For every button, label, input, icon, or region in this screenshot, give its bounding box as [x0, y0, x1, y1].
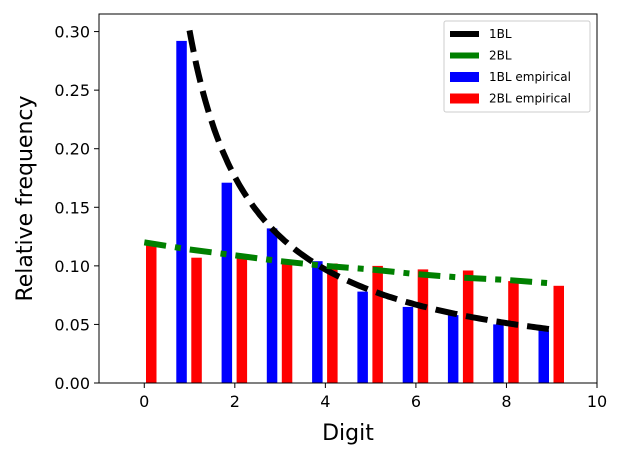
- legend-swatch-3: [450, 93, 479, 104]
- y-tick-label-3: 0.15: [54, 198, 90, 217]
- bar-1bl-empirical-6: [402, 306, 414, 383]
- x-tick-label-6: 6: [411, 392, 421, 411]
- legend-label-3: 2BL empirical: [489, 92, 571, 106]
- bar-1bl-empirical-2: [221, 182, 233, 383]
- x-tick-label-2: 2: [230, 392, 240, 411]
- x-tick-label-8: 8: [501, 392, 511, 411]
- legend-label-2: 1BL empirical: [489, 70, 571, 84]
- x-axis-title: Digit: [322, 421, 374, 446]
- y-tick-label-0: 0.00: [54, 374, 90, 393]
- bar-2bl-empirical-0: [146, 244, 157, 383]
- x-tick-label-4: 4: [320, 392, 330, 411]
- x-tick-label-10: 10: [587, 392, 607, 411]
- bar-2bl-empirical-3: [281, 261, 293, 383]
- bars-layer: [146, 40, 564, 384]
- bar-2bl-empirical-7: [462, 270, 474, 383]
- bar-1bl-empirical-3: [266, 228, 278, 383]
- bar-2bl-empirical-9: [553, 285, 564, 383]
- bar-2bl-empirical-1: [191, 257, 202, 383]
- legend-label-1: 2BL: [489, 49, 512, 63]
- y-tick-label-4: 0.20: [54, 140, 90, 159]
- bar-1bl-empirical-5: [357, 291, 368, 383]
- plot-frame: [98, 13, 598, 384]
- line-2bl: [143, 239, 552, 287]
- bar-2bl-empirical-6: [417, 269, 429, 383]
- ticks-layer: 0 2 4 6 8 10 0.00 0.05 0.10 0.15 0.20 0.25 0.30: [54, 23, 607, 411]
- bar-2bl-empirical-5: [372, 265, 383, 383]
- legend-box: [443, 20, 591, 113]
- bar-1bl-empirical-1: [176, 40, 187, 384]
- x-tick-label-0: 0: [139, 392, 149, 411]
- y-tick-label-6: 0.30: [54, 23, 90, 42]
- y-tick-label-5: 0.25: [54, 81, 90, 100]
- bar-2bl-empirical-2: [236, 257, 248, 383]
- legend-swatch-2: [450, 72, 479, 82]
- legend-label-0: 1BL: [489, 27, 512, 41]
- bar-1bl-empirical-7: [447, 315, 459, 383]
- y-tick-label-2: 0.10: [54, 257, 90, 276]
- bar-1bl-empirical-8: [493, 324, 504, 383]
- legend: 1BL 2BL 1BL empirical 2BL empirical: [443, 20, 591, 113]
- y-axis-title: Relative frequency: [13, 95, 38, 301]
- bar-1bl-empirical-9: [538, 330, 549, 383]
- bar-1bl-empirical-4: [312, 261, 323, 383]
- y-tick-label-1: 0.05: [54, 315, 90, 334]
- lines-layer: [143, 29, 553, 333]
- bar-2bl-empirical-8: [508, 281, 519, 383]
- bar-2bl-empirical-4: [327, 263, 338, 383]
